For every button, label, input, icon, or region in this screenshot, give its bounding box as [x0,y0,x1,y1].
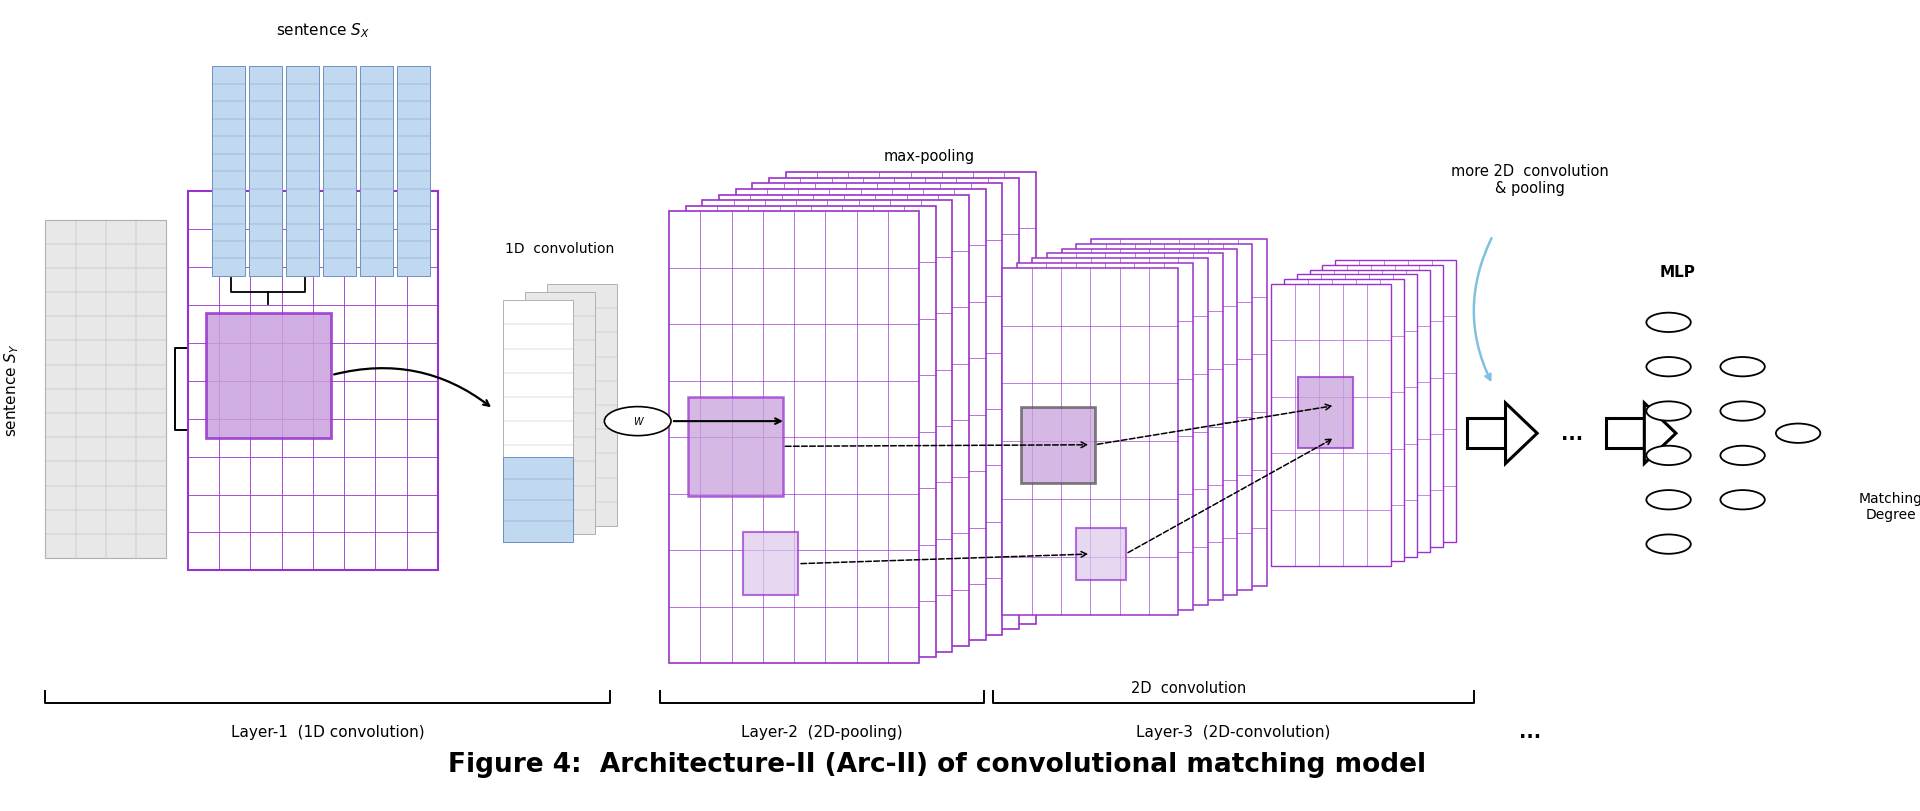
FancyBboxPatch shape [720,195,970,646]
Text: MLP: MLP [1661,265,1695,280]
Text: more 2D  convolution
& pooling: more 2D convolution & pooling [1452,164,1609,196]
FancyBboxPatch shape [286,67,319,277]
Circle shape [1645,446,1692,466]
FancyBboxPatch shape [1046,254,1223,600]
Polygon shape [1644,404,1676,464]
FancyBboxPatch shape [1018,264,1192,610]
FancyBboxPatch shape [397,67,430,277]
Circle shape [1645,313,1692,333]
FancyBboxPatch shape [1284,280,1404,562]
FancyBboxPatch shape [524,293,595,534]
FancyBboxPatch shape [1002,268,1179,615]
Circle shape [1645,358,1692,377]
Circle shape [1720,446,1764,466]
FancyBboxPatch shape [770,178,1020,629]
Text: ...: ... [1519,723,1542,741]
Text: max-pooling: max-pooling [883,148,975,163]
Circle shape [1645,402,1692,421]
FancyBboxPatch shape [1298,378,1352,448]
FancyBboxPatch shape [250,67,282,277]
FancyBboxPatch shape [1077,244,1252,590]
FancyBboxPatch shape [743,533,799,595]
Polygon shape [1505,404,1538,464]
Circle shape [1720,358,1764,377]
FancyBboxPatch shape [1031,259,1208,605]
FancyBboxPatch shape [703,201,952,652]
Circle shape [1645,491,1692,510]
FancyBboxPatch shape [211,67,246,277]
FancyBboxPatch shape [503,458,572,543]
FancyBboxPatch shape [1062,249,1236,595]
Text: ...: ... [1561,424,1584,443]
Circle shape [1645,534,1692,554]
FancyBboxPatch shape [1271,285,1390,567]
Text: 2D  convolution: 2D convolution [1131,680,1246,695]
Text: Layer-2  (2D-pooling): Layer-2 (2D-pooling) [741,724,902,739]
FancyBboxPatch shape [361,67,394,277]
FancyBboxPatch shape [1309,270,1430,552]
Text: Matching
Degree: Matching Degree [1859,491,1920,521]
FancyBboxPatch shape [785,173,1035,624]
Text: W: W [634,417,643,427]
Circle shape [1720,402,1764,421]
FancyBboxPatch shape [685,207,935,658]
Text: 1D  convolution: 1D convolution [505,242,614,255]
FancyBboxPatch shape [1605,418,1644,448]
FancyBboxPatch shape [1021,407,1094,483]
FancyBboxPatch shape [753,184,1002,635]
FancyBboxPatch shape [503,301,572,543]
FancyBboxPatch shape [46,221,165,559]
Text: sentence $S_X$: sentence $S_X$ [276,22,371,41]
FancyBboxPatch shape [547,285,618,526]
Circle shape [1776,424,1820,444]
FancyBboxPatch shape [735,190,985,641]
FancyBboxPatch shape [1077,528,1125,581]
FancyBboxPatch shape [1296,275,1417,557]
Text: Layer-3  (2D-convolution): Layer-3 (2D-convolution) [1137,724,1331,739]
FancyBboxPatch shape [188,192,438,571]
Text: Figure 4:  Architecture-II (Arc-II) of convolutional matching model: Figure 4: Architecture-II (Arc-II) of co… [449,751,1427,777]
Text: sentence $S_Y$: sentence $S_Y$ [2,343,21,436]
FancyBboxPatch shape [207,313,332,438]
FancyBboxPatch shape [1467,418,1505,448]
FancyBboxPatch shape [1323,265,1442,547]
FancyBboxPatch shape [1091,239,1267,586]
FancyBboxPatch shape [1336,260,1455,543]
Text: Layer-1  (1D convolution): Layer-1 (1D convolution) [230,724,424,739]
FancyBboxPatch shape [323,67,357,277]
FancyBboxPatch shape [687,397,783,496]
Circle shape [605,407,670,436]
FancyBboxPatch shape [670,212,920,663]
Circle shape [1720,491,1764,510]
